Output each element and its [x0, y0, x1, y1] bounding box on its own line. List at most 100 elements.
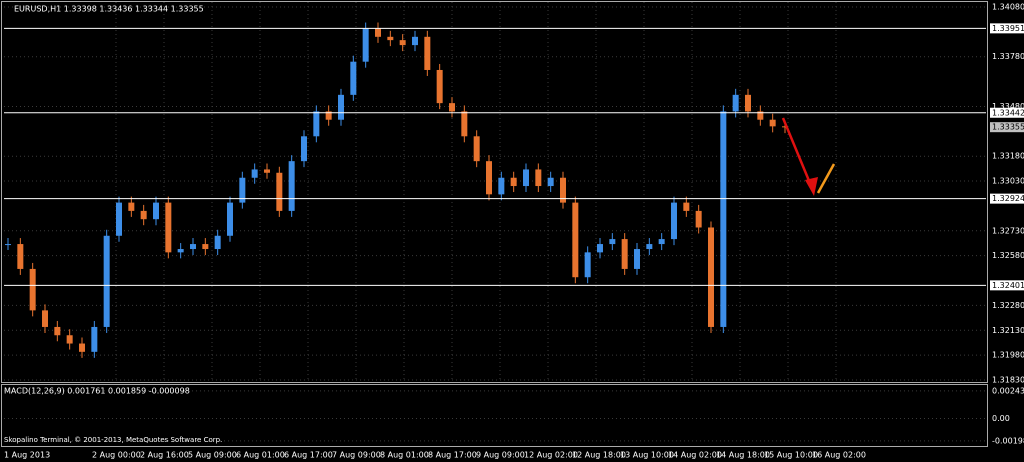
candle-body [732, 94, 739, 112]
candle-body [584, 252, 591, 278]
symbol-header: EURUSD,H1 1.33398 1.33436 1.33344 1.3335… [14, 5, 204, 14]
x-tick-label: 6 Aug 01:00 [236, 451, 285, 460]
candle-body [671, 202, 677, 240]
macd-tick-label: -0.00198 [992, 436, 1024, 445]
macd-header: MACD(12,26,9) 0.001761 0.001859 -0.00009… [4, 387, 190, 396]
candle-body [782, 126, 788, 128]
candle-body [708, 227, 714, 327]
candle-body [634, 249, 640, 269]
candle-body [412, 36, 418, 46]
candle-body [288, 161, 295, 211]
candle-body [646, 244, 653, 250]
candle-body [202, 244, 209, 250]
x-tick-label: 8 Aug 17:00 [428, 451, 477, 460]
candle-body [66, 335, 73, 344]
level-label-box [990, 23, 1024, 34]
forecast-arrow-head [805, 177, 818, 196]
x-tick-label: 2 Aug 16:00 [140, 451, 189, 460]
current-price-box [990, 122, 1024, 133]
level-label-box [990, 193, 1024, 204]
x-tick-label: 7 Aug 09:00 [332, 451, 381, 460]
candle-body [597, 244, 603, 253]
candle-body [251, 169, 258, 178]
level-label-box [990, 107, 1024, 118]
candle-body [461, 111, 468, 137]
candle-body [153, 202, 159, 220]
x-tick-label: 6 Aug 17:00 [284, 451, 333, 460]
candle-body [54, 326, 61, 336]
candle-body [695, 210, 702, 228]
y-tick-label: 1.33480 [992, 102, 1024, 111]
candle-body [560, 177, 566, 203]
x-tick-label: 12 Aug 02:00 [524, 451, 578, 460]
candle-body [572, 202, 579, 278]
candle-body [79, 343, 85, 352]
macd-tick-label: 0.00 [992, 414, 1010, 423]
candle-body [547, 177, 554, 187]
macd-panel-frame [1, 384, 988, 447]
level-label: 1.32924 [992, 194, 1024, 203]
candle-body [757, 111, 764, 120]
candle-body [621, 239, 628, 269]
x-tick-label: 9 Aug 09:00 [476, 451, 525, 460]
y-tick-label: 1.33030 [992, 177, 1024, 186]
candle-body [769, 119, 776, 127]
level-label: 1.33442 [992, 108, 1024, 117]
candle-body [264, 169, 270, 173]
x-tick-label: 1 Aug 2013 [4, 451, 50, 460]
candle-body [683, 202, 690, 211]
candle-body [177, 249, 184, 253]
candle-body [473, 136, 480, 162]
candle-body [128, 202, 135, 211]
y-tick-label: 1.33780 [992, 52, 1024, 61]
candle-body [17, 244, 24, 269]
candle-body [399, 40, 406, 46]
candle-body [449, 103, 455, 112]
candle-body [375, 28, 381, 37]
x-tick-label: 5 Aug 09:00 [188, 451, 237, 460]
candle-body [387, 36, 394, 41]
y-tick-label: 1.31830 [992, 376, 1024, 385]
candle-body [214, 235, 221, 250]
x-tick-label: 2 Aug 00:00 [92, 451, 141, 460]
candle-body [5, 244, 11, 246]
level-label-box [990, 280, 1024, 291]
x-tick-label: 16 Aug 02:00 [812, 451, 866, 460]
x-tick-label: 12 Aug 18:00 [572, 451, 626, 460]
candle-body [103, 235, 110, 327]
candle-body [227, 202, 233, 236]
candle-body [362, 28, 369, 62]
copyright: Skopalino Terminal, © 2001-2013, MetaQuo… [4, 436, 222, 444]
candle-body [301, 136, 307, 162]
current-price-label: 1.33355 [992, 123, 1024, 132]
x-tick-label: 15 Aug 10:00 [764, 451, 818, 460]
candle-body [29, 268, 36, 311]
candle-body [313, 111, 320, 137]
candle-body [116, 202, 122, 236]
x-tick-label: 8 Aug 01:00 [380, 451, 429, 460]
candle-body [436, 69, 443, 104]
candle-body [140, 210, 147, 220]
candle-body [325, 111, 332, 120]
candle-body [42, 310, 48, 327]
x-tick-label: 14 Aug 02:00 [668, 451, 722, 460]
candle-body [239, 177, 246, 203]
macd-tick-label: 0.002432 [992, 386, 1024, 395]
candle-body [424, 36, 431, 70]
main-panel-frame [1, 1, 988, 383]
candle-body [498, 177, 505, 195]
forecast-line [816, 163, 836, 194]
candle-body [609, 239, 616, 245]
y-tick-label: 1.34080 [992, 2, 1024, 11]
candle-body [165, 202, 172, 253]
level-label: 1.33951 [992, 24, 1024, 33]
y-tick-label: 1.31980 [992, 351, 1024, 360]
x-tick-label: 13 Aug 10:00 [620, 451, 674, 460]
candle-body [350, 61, 357, 95]
candle-body [658, 239, 665, 245]
candle-body [720, 111, 727, 327]
y-tick-label: 1.32730 [992, 226, 1024, 235]
y-tick-label: 1.33180 [992, 152, 1024, 161]
candle-body [91, 326, 98, 352]
